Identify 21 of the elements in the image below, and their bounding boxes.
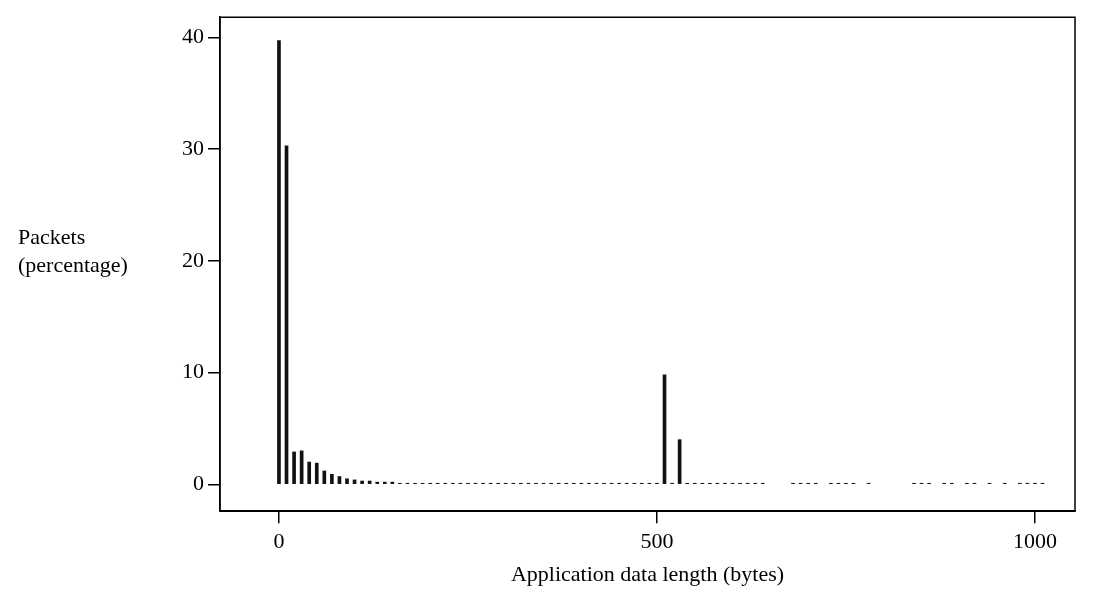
y-tick-label: 20 (182, 246, 204, 272)
bar (375, 481, 380, 484)
bar (322, 470, 327, 484)
bar (345, 478, 349, 484)
y-tick-label: 0 (193, 470, 204, 496)
y-tick-label: 10 (182, 358, 204, 384)
x-tick-label: 0 (273, 528, 285, 554)
bar (292, 451, 296, 484)
bar (277, 40, 281, 484)
x-axis-title: Application data length (bytes) (510, 560, 785, 586)
x-tick-label: 1000 (1012, 528, 1057, 554)
bar (330, 473, 334, 484)
bar (382, 481, 387, 484)
bar (307, 461, 312, 484)
bar (314, 462, 319, 484)
y-tick-label: 30 (182, 134, 204, 160)
x-tick-label: 500 (640, 528, 674, 554)
bar (367, 480, 372, 484)
y-axis-title: Packets (percentage) (18, 223, 129, 279)
y-tick-label: 40 (182, 23, 204, 49)
bar (360, 480, 364, 484)
